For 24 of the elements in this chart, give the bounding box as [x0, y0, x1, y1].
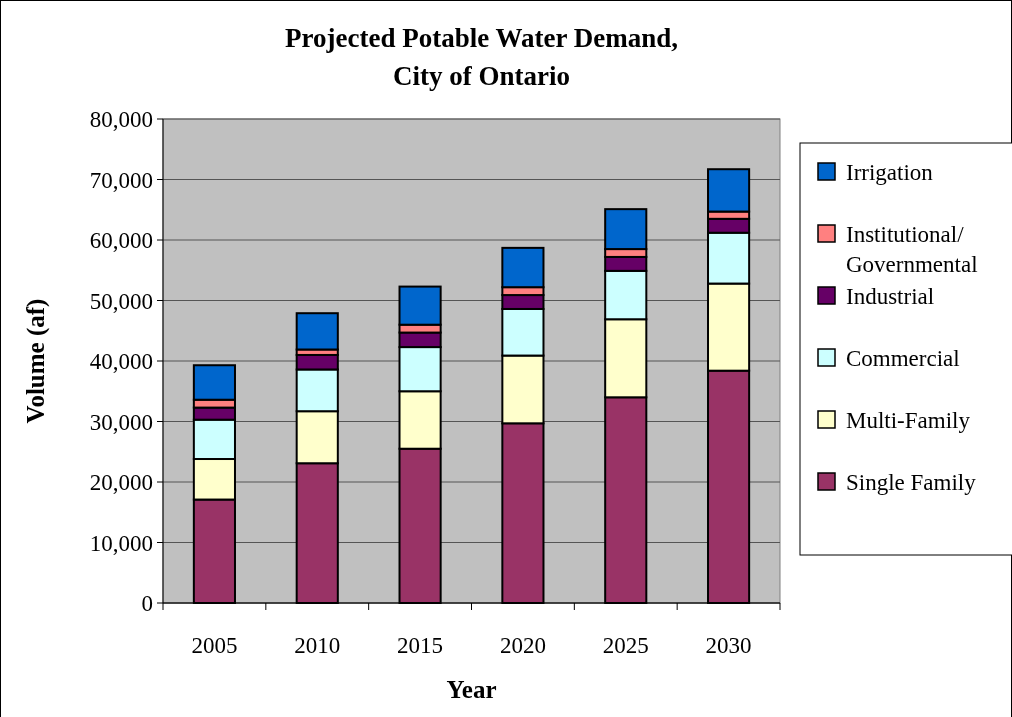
- legend-label: Institutional/Governmental: [846, 222, 978, 277]
- y-tick-label: 20,000: [89, 470, 153, 496]
- y-tick-label: 30,000: [89, 409, 153, 435]
- legend-label: Commercial: [846, 346, 960, 371]
- y-axis-title: Volume (af): [22, 298, 50, 424]
- x-tick-label: 2005: [191, 633, 238, 658]
- y-tick-label: 40,000: [89, 349, 153, 375]
- legend-label: Industrial: [846, 284, 935, 309]
- x-tick-label: 2015: [397, 633, 444, 658]
- y-tick-label: 10,000: [89, 530, 153, 556]
- x-axis-title: Year: [446, 676, 497, 703]
- y-tick-label: 60,000: [89, 228, 153, 254]
- x-tick-label: 2020: [499, 633, 546, 658]
- legend-label: Irrigation: [846, 160, 934, 185]
- x-tick-label: 2010: [294, 633, 341, 658]
- x-tick-label: 2030: [705, 633, 752, 658]
- y-tick-label: 0: [141, 591, 153, 617]
- y-tick-label: 80,000: [89, 107, 153, 133]
- legend-label: Single Family: [846, 470, 977, 495]
- legend-label: Multi-Family: [846, 408, 971, 433]
- y-tick-label: 70,000: [89, 167, 153, 193]
- x-tick-label: 2025: [602, 633, 649, 658]
- chart-title: Projected Potable Water Demand, City of Ontario: [285, 23, 678, 91]
- y-tick-label: 50,000: [89, 288, 153, 314]
